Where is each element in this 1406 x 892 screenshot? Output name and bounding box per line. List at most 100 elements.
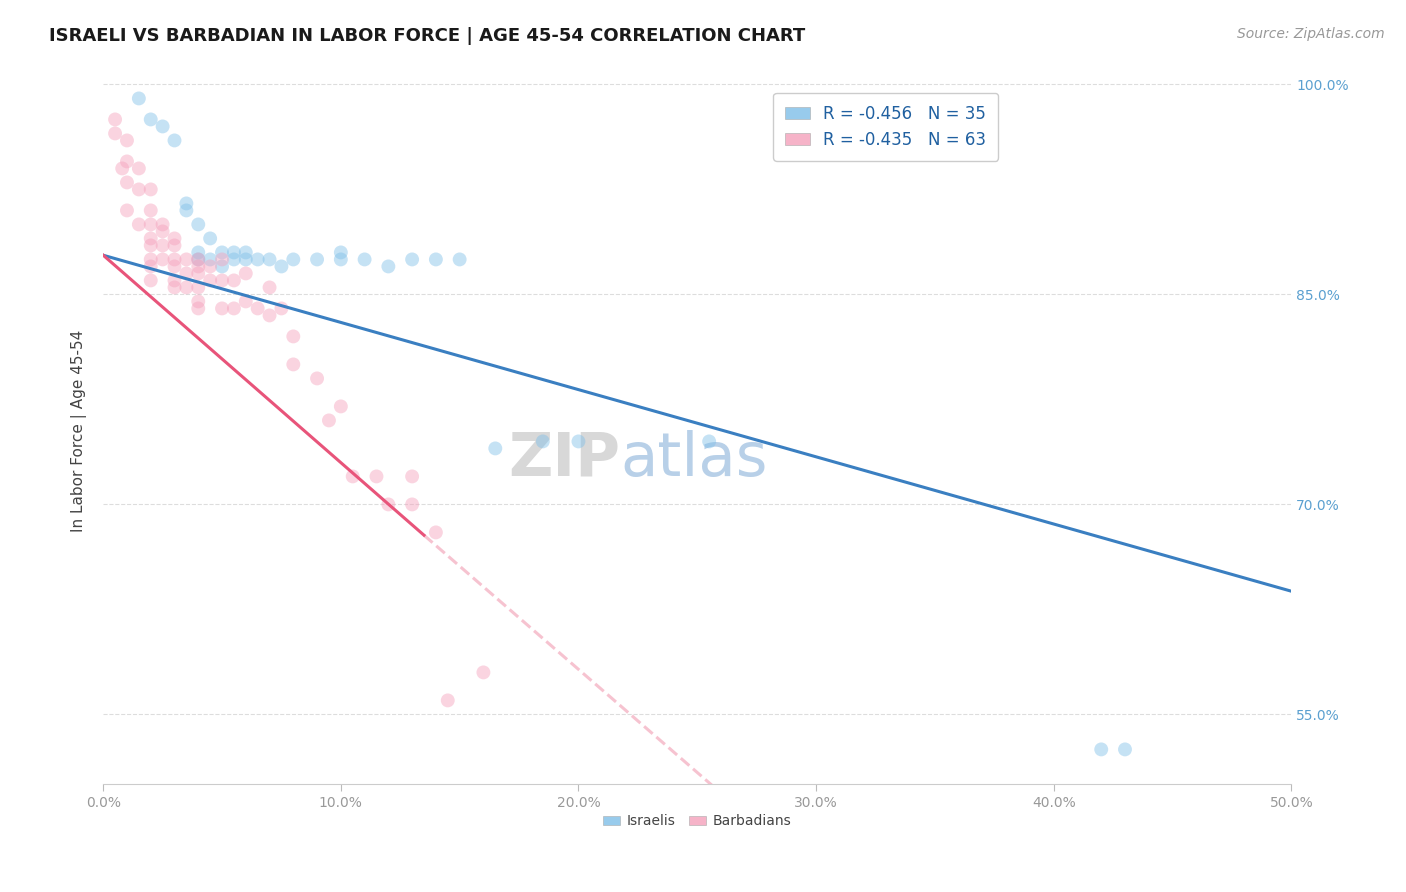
Point	[163, 260, 186, 274]
Point	[283, 358, 305, 372]
Point	[104, 112, 127, 127]
Point	[697, 434, 720, 449]
Point	[163, 280, 186, 294]
Point	[152, 120, 174, 134]
Point	[115, 154, 138, 169]
Point	[115, 203, 138, 218]
Point	[307, 252, 329, 267]
Point	[329, 245, 352, 260]
Point	[152, 238, 174, 252]
Point	[176, 252, 198, 267]
Point	[235, 294, 257, 309]
Point	[187, 267, 209, 281]
Point	[198, 273, 221, 287]
Point	[235, 245, 257, 260]
Point	[318, 413, 340, 427]
Point	[235, 267, 257, 281]
Point	[235, 252, 257, 267]
Point	[139, 218, 162, 232]
Point	[139, 238, 162, 252]
Point	[484, 442, 506, 456]
Point	[436, 693, 458, 707]
Point	[152, 224, 174, 238]
Point	[401, 469, 423, 483]
Point	[152, 218, 174, 232]
Point	[259, 280, 281, 294]
Point	[139, 182, 162, 196]
Point	[246, 301, 269, 316]
Point	[139, 231, 162, 245]
Point	[128, 161, 150, 176]
Point	[425, 525, 447, 540]
Point	[222, 252, 245, 267]
Point	[198, 260, 221, 274]
Point	[198, 231, 221, 245]
Y-axis label: In Labor Force | Age 45-54: In Labor Force | Age 45-54	[72, 330, 87, 532]
Point	[163, 133, 186, 147]
Point	[567, 434, 589, 449]
Point	[163, 231, 186, 245]
Point	[329, 252, 352, 267]
Point	[187, 260, 209, 274]
Point	[222, 245, 245, 260]
Point	[211, 252, 233, 267]
Point	[139, 273, 162, 287]
Point	[1090, 742, 1112, 756]
Point	[187, 218, 209, 232]
Point	[211, 245, 233, 260]
Point	[246, 252, 269, 267]
Point	[449, 252, 471, 267]
Point	[259, 252, 281, 267]
Point	[176, 267, 198, 281]
Point	[472, 665, 495, 680]
Point	[531, 434, 554, 449]
Point	[187, 245, 209, 260]
Point	[401, 252, 423, 267]
Point	[270, 301, 292, 316]
Point	[163, 238, 186, 252]
Point	[211, 260, 233, 274]
Point	[401, 497, 423, 511]
Point	[128, 218, 150, 232]
Point	[211, 301, 233, 316]
Point	[222, 273, 245, 287]
Point	[128, 91, 150, 105]
Point	[1114, 742, 1136, 756]
Point	[283, 329, 305, 343]
Point	[139, 252, 162, 267]
Point	[115, 133, 138, 147]
Point	[211, 273, 233, 287]
Point	[104, 127, 127, 141]
Legend: Israelis, Barbadians: Israelis, Barbadians	[598, 809, 797, 834]
Point	[222, 301, 245, 316]
Point	[187, 252, 209, 267]
Point	[283, 252, 305, 267]
Point	[152, 252, 174, 267]
Point	[377, 260, 399, 274]
Point	[139, 203, 162, 218]
Point	[270, 260, 292, 274]
Point	[163, 252, 186, 267]
Point	[111, 161, 134, 176]
Point	[259, 309, 281, 323]
Point	[176, 196, 198, 211]
Point	[377, 497, 399, 511]
Point	[163, 273, 186, 287]
Point	[176, 203, 198, 218]
Point	[425, 252, 447, 267]
Text: atlas: atlas	[620, 430, 768, 489]
Point	[329, 400, 352, 414]
Point	[353, 252, 375, 267]
Point	[176, 280, 198, 294]
Point	[307, 371, 329, 385]
Text: ZIP: ZIP	[508, 430, 620, 489]
Point	[187, 252, 209, 267]
Point	[187, 294, 209, 309]
Point	[139, 260, 162, 274]
Point	[128, 182, 150, 196]
Text: Source: ZipAtlas.com: Source: ZipAtlas.com	[1237, 27, 1385, 41]
Point	[366, 469, 388, 483]
Point	[139, 112, 162, 127]
Point	[115, 176, 138, 190]
Point	[187, 280, 209, 294]
